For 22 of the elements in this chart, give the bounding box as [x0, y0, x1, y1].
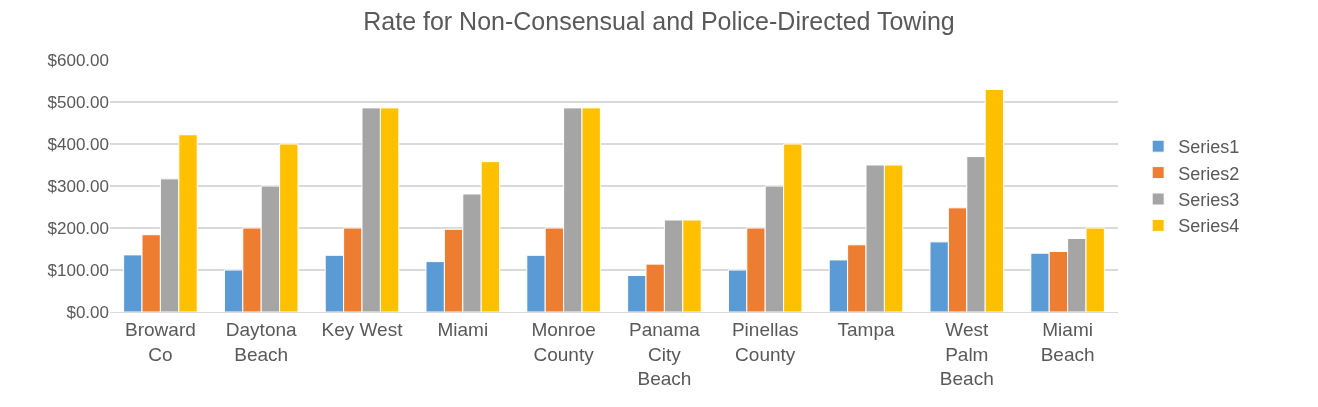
x-tick-label: Broward Co [125, 318, 196, 365]
x-tick-label: Miami [437, 318, 489, 340]
x-tick-label: Panama City Beach [629, 318, 701, 390]
x-tick-label: Pinellas County [731, 318, 799, 365]
x-tick-label: Key West [321, 318, 404, 340]
x-tick-label: Tampa [837, 318, 895, 340]
y-tick-label: $400.00 [47, 134, 109, 154]
y-tick-label: $300.00 [47, 176, 109, 196]
y-tick-label: $100.00 [47, 260, 109, 280]
legend-label: Series3 [1178, 190, 1240, 211]
legend-label: Series1 [1178, 137, 1240, 158]
chart-title: Rate for Non-Consensual and Police-Directed Towing [363, 6, 955, 35]
y-tick-label: $0.00 [66, 302, 109, 322]
legend-label: Series2 [1178, 163, 1240, 184]
x-tick-label: Daytona Beach [225, 318, 298, 365]
x-tick-label: West Palm Beach [939, 318, 994, 390]
x-tick-label: Miami Beach [1040, 318, 1095, 365]
y-tick-label: $500.00 [47, 92, 109, 112]
y-tick-label: $600.00 [47, 50, 109, 70]
legend-label: Series4 [1178, 216, 1240, 237]
y-tick-label: $200.00 [47, 218, 109, 238]
x-tick-label: Monroe County [531, 318, 596, 365]
